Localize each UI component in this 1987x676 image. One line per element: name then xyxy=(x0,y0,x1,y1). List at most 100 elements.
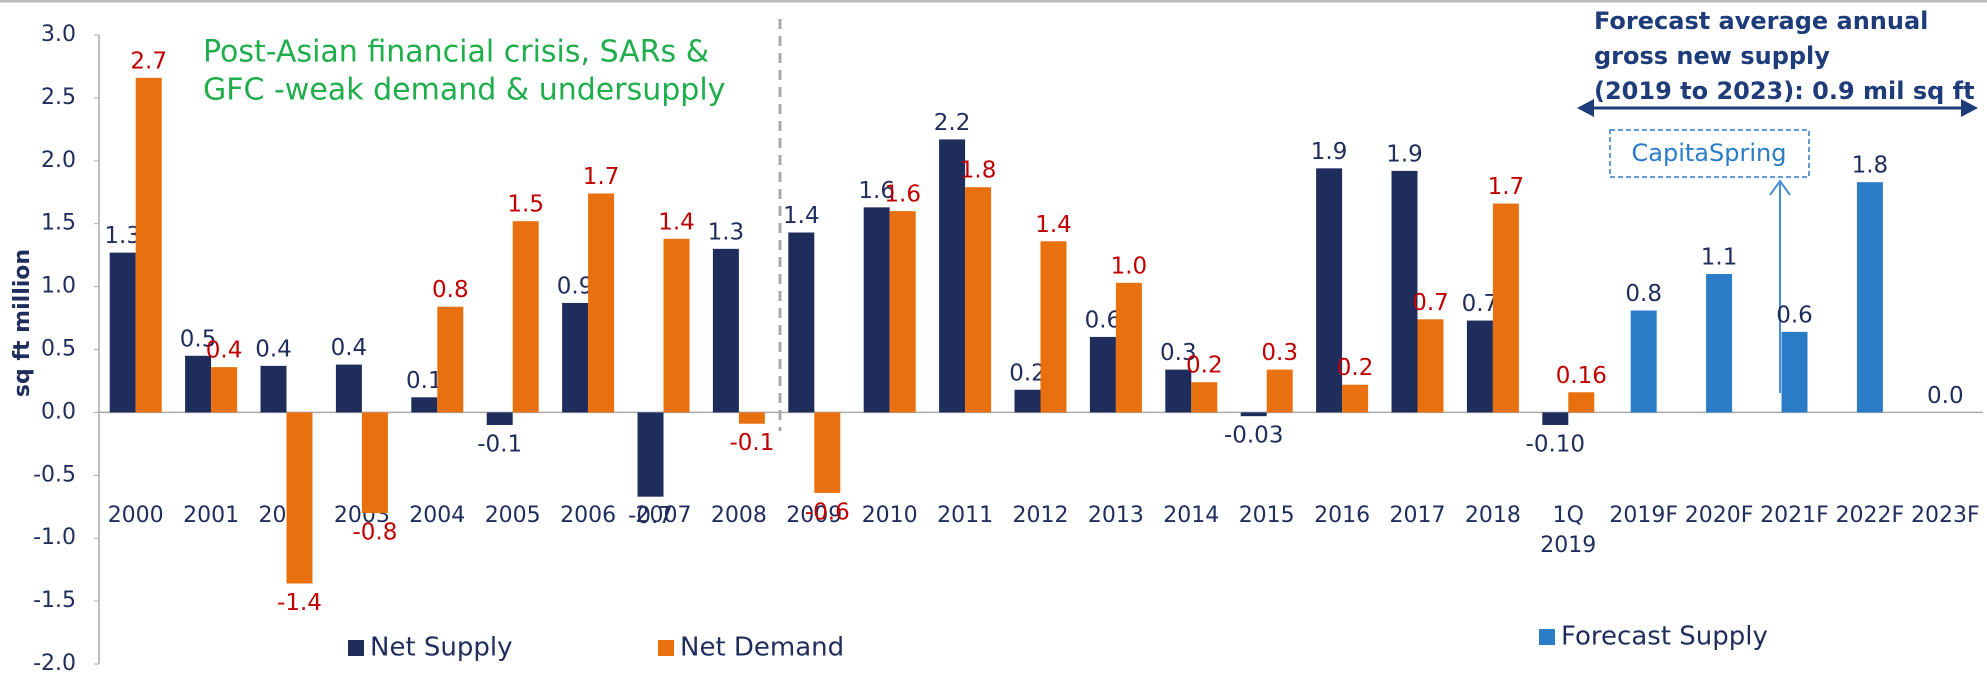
bar xyxy=(286,412,313,584)
bar xyxy=(814,412,841,493)
bar xyxy=(1492,203,1519,413)
bar xyxy=(637,412,664,497)
bar xyxy=(211,367,238,413)
data-label: 0.7 xyxy=(1462,291,1499,317)
bar xyxy=(863,207,890,413)
bar xyxy=(361,412,388,514)
bar xyxy=(135,77,162,413)
bar xyxy=(1568,392,1595,413)
callout-box xyxy=(1609,129,1810,178)
bar xyxy=(1630,310,1657,413)
legend-swatch xyxy=(1539,629,1555,645)
data-label: -0.1 xyxy=(477,431,522,457)
bar xyxy=(1391,170,1418,413)
x-tick-label: 2010 xyxy=(862,503,918,528)
data-label: 1.1 xyxy=(1701,245,1738,271)
x-tick-label: 2005 xyxy=(485,503,541,528)
data-label: -0.10 xyxy=(1526,431,1586,457)
bar xyxy=(889,211,916,413)
data-label: 1.9 xyxy=(1386,141,1423,167)
y-tick-label: -1.5 xyxy=(33,588,76,613)
data-label: 0.6 xyxy=(1085,307,1122,333)
data-label: 0.6 xyxy=(1776,302,1813,328)
bar xyxy=(788,232,815,413)
bar xyxy=(411,397,438,413)
x-tick-label: 2021F xyxy=(1760,503,1829,528)
data-label: 1.8 xyxy=(1852,153,1889,179)
legend-label: Net Demand xyxy=(680,633,844,663)
y-axis-title: sq ft million xyxy=(10,249,35,397)
x-tick-label: 2011 xyxy=(937,503,993,528)
data-label: 1.7 xyxy=(583,164,620,190)
y-tick-label: 2.0 xyxy=(41,148,76,173)
bar xyxy=(1191,382,1218,413)
annotation: GFC -weak demand & undersupply xyxy=(203,73,725,108)
bar xyxy=(1040,241,1067,413)
y-tick-label: -1.0 xyxy=(33,525,76,550)
data-label: -0.6 xyxy=(805,499,850,525)
x-tick-label: 2022F xyxy=(1836,503,1905,528)
x-tick-label: 2004 xyxy=(409,503,465,528)
y-tick-label: 3.0 xyxy=(41,22,76,47)
bar xyxy=(1240,412,1267,417)
x-tick-label: 2019F xyxy=(1609,503,1678,528)
bar xyxy=(588,193,615,413)
annotation: Forecast average annual xyxy=(1594,7,1928,35)
data-label: 0.8 xyxy=(1625,281,1662,307)
x-tick-label: 2014 xyxy=(1163,503,1219,528)
data-label: 0.2 xyxy=(1009,360,1046,386)
data-label: 0.5 xyxy=(180,326,217,352)
data-label: -0.7 xyxy=(628,503,673,529)
y-tick-label: 0.0 xyxy=(41,399,76,424)
legend-swatch xyxy=(348,640,364,656)
annotation: gross new supply xyxy=(1594,42,1830,70)
data-label: 0.4 xyxy=(331,335,368,361)
x-tick-label: 2001 xyxy=(183,503,239,528)
data-label: 2.2 xyxy=(934,110,971,136)
data-label: 1.4 xyxy=(783,203,820,229)
x-tick-label: 2000 xyxy=(108,503,164,528)
data-label: 0.3 xyxy=(1160,340,1197,366)
x-tick-label: 1Q 2019 xyxy=(1540,503,1596,558)
bar xyxy=(712,248,739,413)
data-label: 0.16 xyxy=(1556,363,1607,389)
bar xyxy=(1706,274,1733,413)
data-label: 1.0 xyxy=(1111,253,1148,279)
annotation: Post-Asian financial crisis, SARs & xyxy=(203,35,709,70)
bar xyxy=(1466,320,1493,413)
data-label: -0.8 xyxy=(352,520,397,546)
data-label: 0.9 xyxy=(557,273,594,299)
data-label: -1.4 xyxy=(277,590,322,616)
x-tick-label: 2007 xyxy=(636,503,692,528)
range-arrow xyxy=(1577,99,1978,117)
bar xyxy=(512,221,539,413)
x-tick-label: 2013 xyxy=(1088,503,1144,528)
bar xyxy=(1342,384,1369,413)
y-tick-label: 0.5 xyxy=(41,337,76,362)
y-tick-label: 1.0 xyxy=(41,274,76,299)
bar xyxy=(1014,389,1041,413)
bar xyxy=(1165,369,1192,413)
data-label: 1.7 xyxy=(1488,174,1525,200)
x-tick-label: 2023F xyxy=(1911,503,1980,528)
bar xyxy=(1781,331,1808,413)
data-label: 1.4 xyxy=(1035,212,1072,238)
data-label: 0.1 xyxy=(406,368,443,394)
bar xyxy=(335,364,362,413)
data-label: -0.1 xyxy=(729,430,774,456)
bar xyxy=(1115,282,1142,413)
bar xyxy=(1417,319,1444,413)
bar xyxy=(562,302,589,413)
x-tick-label: 2008 xyxy=(711,503,767,528)
bar xyxy=(663,238,690,413)
x-tick-label: 2015 xyxy=(1239,503,1295,528)
data-label: 0.3 xyxy=(1261,340,1298,366)
bar xyxy=(939,139,966,413)
data-label: 0.2 xyxy=(1186,353,1223,379)
bar xyxy=(486,412,513,425)
data-label: 1.6 xyxy=(884,182,921,208)
data-label: 0.7 xyxy=(1412,290,1449,316)
data-label: 1.5 xyxy=(507,192,544,218)
bar xyxy=(260,365,287,413)
